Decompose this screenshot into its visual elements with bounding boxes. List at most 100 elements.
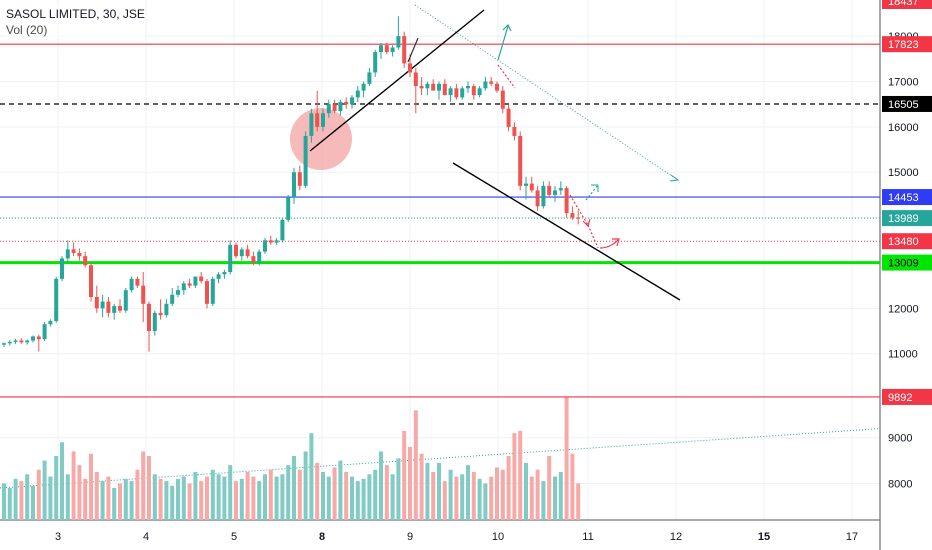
up-projection-arrow-icon bbox=[591, 184, 599, 192]
candle-body bbox=[170, 294, 175, 304]
volume-bar bbox=[158, 478, 163, 520]
candle-body bbox=[558, 188, 563, 191]
volume-bar bbox=[89, 453, 93, 520]
candle-body bbox=[251, 256, 256, 263]
volume-bar bbox=[36, 469, 41, 520]
volume-bar bbox=[42, 460, 47, 520]
candle-body bbox=[495, 83, 499, 91]
candle-body bbox=[228, 244, 233, 273]
volume-bar bbox=[338, 460, 343, 520]
volume-bar bbox=[396, 458, 401, 520]
candle-body bbox=[286, 197, 291, 220]
price-level-tag: 13989 bbox=[888, 213, 919, 225]
candle-body bbox=[118, 306, 122, 311]
candle-body bbox=[60, 258, 64, 279]
candle-body bbox=[297, 172, 302, 186]
candle-body bbox=[54, 278, 59, 322]
candle-body bbox=[106, 301, 111, 313]
price-level-tag: 16505 bbox=[888, 99, 919, 111]
candle-body bbox=[147, 303, 151, 332]
candle-body bbox=[176, 290, 180, 295]
volume-bar bbox=[210, 469, 215, 520]
price-level-tag-bg bbox=[882, 189, 932, 206]
volume-bar bbox=[228, 465, 233, 520]
volume-bar bbox=[454, 476, 459, 520]
volume-bar bbox=[332, 467, 337, 520]
volume-bar bbox=[535, 469, 540, 520]
volume-bar bbox=[147, 456, 151, 520]
rising-trendline bbox=[309, 9, 485, 152]
candle-body bbox=[216, 274, 221, 279]
volume-bar bbox=[71, 451, 76, 520]
volume-bar bbox=[222, 476, 227, 520]
price-tick-label: 11000 bbox=[888, 349, 918, 361]
price-tick-label: 16000 bbox=[888, 122, 919, 134]
candle-body bbox=[280, 219, 285, 241]
volume-bar bbox=[413, 410, 418, 520]
candle-body bbox=[303, 135, 308, 186]
volume-bar bbox=[286, 465, 291, 520]
candle-body bbox=[373, 52, 378, 73]
volume-bar bbox=[541, 481, 546, 520]
volume-bar bbox=[529, 476, 534, 520]
volume-bar bbox=[448, 469, 453, 520]
volume-bar bbox=[425, 462, 430, 520]
candle-body bbox=[396, 36, 401, 48]
top-price-tag: 18437 bbox=[888, 0, 919, 8]
candle-body bbox=[437, 83, 441, 91]
candle-body bbox=[454, 88, 459, 98]
candle-body bbox=[466, 86, 470, 89]
volume-trendline bbox=[0, 428, 881, 489]
candle-body bbox=[42, 324, 47, 340]
time-tick-label: 9 bbox=[407, 531, 413, 543]
volume-bar bbox=[350, 476, 354, 520]
candle-body bbox=[7, 341, 12, 344]
candle-body bbox=[13, 340, 18, 342]
price-level-tag-bg bbox=[882, 254, 932, 271]
volume-bar bbox=[2, 483, 6, 520]
top-price-tag-bg bbox=[882, 0, 932, 9]
price-level-tag: 14453 bbox=[888, 192, 919, 204]
candle-body bbox=[48, 321, 53, 325]
down-arrow-annotation bbox=[587, 224, 599, 249]
volume-bar bbox=[25, 474, 30, 520]
volume-bar bbox=[292, 456, 296, 520]
volume-bar bbox=[216, 474, 221, 520]
candle-body bbox=[564, 188, 569, 214]
volume-bar bbox=[408, 446, 412, 520]
candle-body bbox=[205, 281, 209, 304]
candle-body bbox=[350, 97, 354, 105]
candle-body bbox=[524, 183, 528, 186]
volume-bar bbox=[135, 469, 140, 520]
candle-body bbox=[408, 63, 412, 73]
candle-body bbox=[367, 72, 372, 84]
volume-bar bbox=[576, 483, 581, 520]
volume-bar bbox=[442, 481, 447, 520]
projection-arrow-icon bbox=[669, 174, 680, 182]
candle-body bbox=[234, 244, 238, 257]
volume-bar bbox=[106, 476, 111, 520]
candle-body bbox=[164, 303, 169, 316]
candle-body bbox=[210, 278, 215, 304]
candle-body bbox=[141, 285, 146, 304]
volume-bar bbox=[54, 456, 59, 520]
volume-bar bbox=[129, 481, 134, 520]
chart-title: SASOL LIMITED, 30, JSE bbox=[6, 7, 145, 21]
candle-body bbox=[65, 249, 70, 259]
volume-bar bbox=[471, 472, 476, 520]
volume-bar bbox=[199, 481, 204, 520]
volume-bar bbox=[181, 476, 186, 520]
candle-body bbox=[535, 190, 540, 207]
volume-bar bbox=[19, 481, 24, 520]
candle-body bbox=[158, 312, 163, 316]
candle-body bbox=[500, 90, 505, 109]
volume-bar bbox=[141, 451, 146, 520]
volume-bar bbox=[94, 472, 99, 520]
volume-bar bbox=[373, 469, 378, 520]
volume-tick-label: 8000 bbox=[888, 478, 912, 490]
price-tick-label: 12000 bbox=[888, 303, 919, 315]
candle-body bbox=[100, 301, 105, 309]
time-tick-label: 12 bbox=[670, 531, 682, 543]
candle-body bbox=[31, 336, 35, 341]
